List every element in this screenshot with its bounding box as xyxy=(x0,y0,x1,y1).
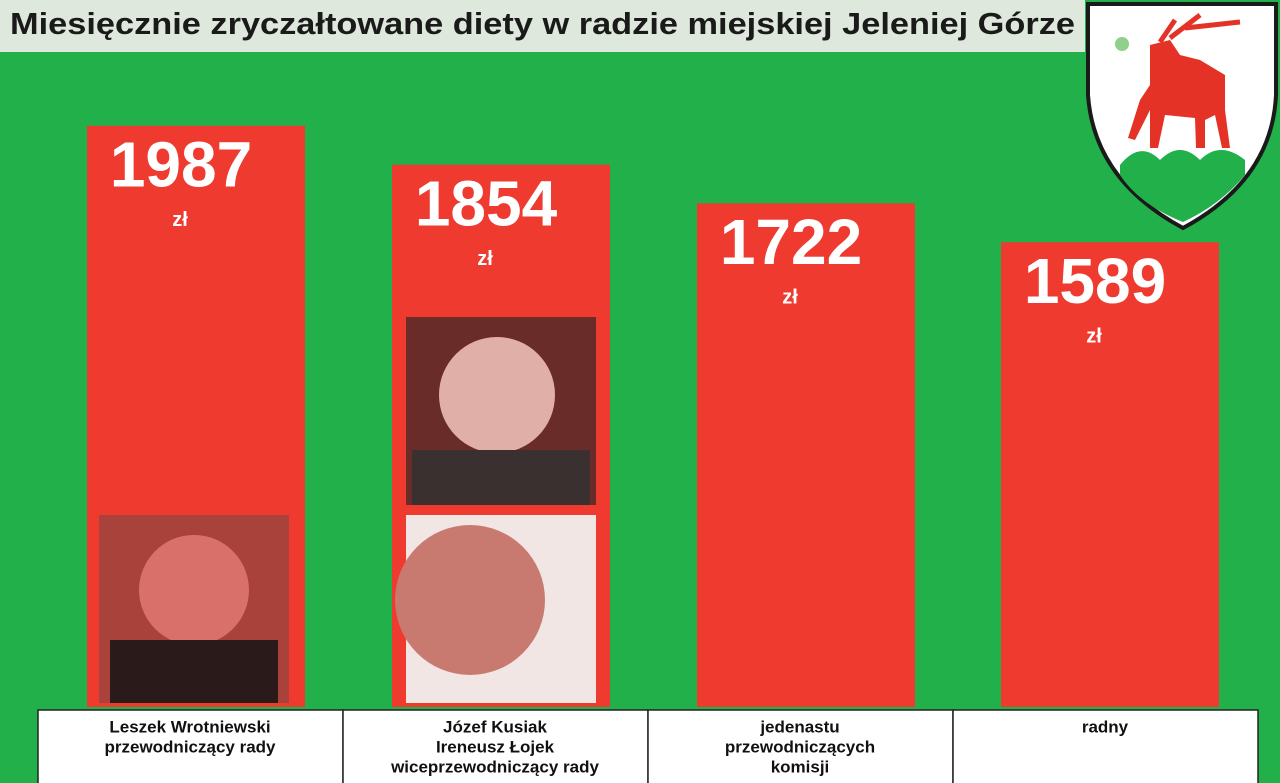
bar xyxy=(697,203,915,707)
unit-label: zł xyxy=(172,209,188,231)
bar xyxy=(1001,242,1219,707)
value-label: 1987 xyxy=(110,129,252,201)
category-cell xyxy=(647,709,954,783)
chart-title: Miesięcznie zryczałtowane diety w radzie… xyxy=(10,6,1075,41)
x-tick-label: wiceprzewodniczący rady xyxy=(390,757,599,776)
photos xyxy=(99,317,596,703)
value-label: 1854 xyxy=(415,168,558,240)
category-cell xyxy=(37,709,344,783)
x-tick-label: przewodniczący rady xyxy=(104,737,276,756)
coat-of-arms xyxy=(1086,2,1278,231)
category-cell xyxy=(342,709,649,783)
unit-label: zł xyxy=(477,248,493,270)
x-tick-label: komisji xyxy=(771,757,830,776)
category-cell xyxy=(952,709,1259,783)
x-tick-label: Józef Kusiak xyxy=(443,717,547,736)
x-tick-label: Ireneusz Łojek xyxy=(436,737,555,756)
x-tick-label: Leszek Wrotniewski xyxy=(109,717,270,736)
x-tick-label: przewodniczących xyxy=(725,737,875,756)
value-label: 1722 xyxy=(720,206,862,278)
title-band xyxy=(0,0,1085,52)
value-label: 1589 xyxy=(1024,245,1166,317)
x-tick-label: jedenastu xyxy=(759,717,839,736)
unit-label: zł xyxy=(782,287,798,309)
x-tick-label: radny xyxy=(1082,717,1129,736)
unit-label: zł xyxy=(1086,325,1102,347)
